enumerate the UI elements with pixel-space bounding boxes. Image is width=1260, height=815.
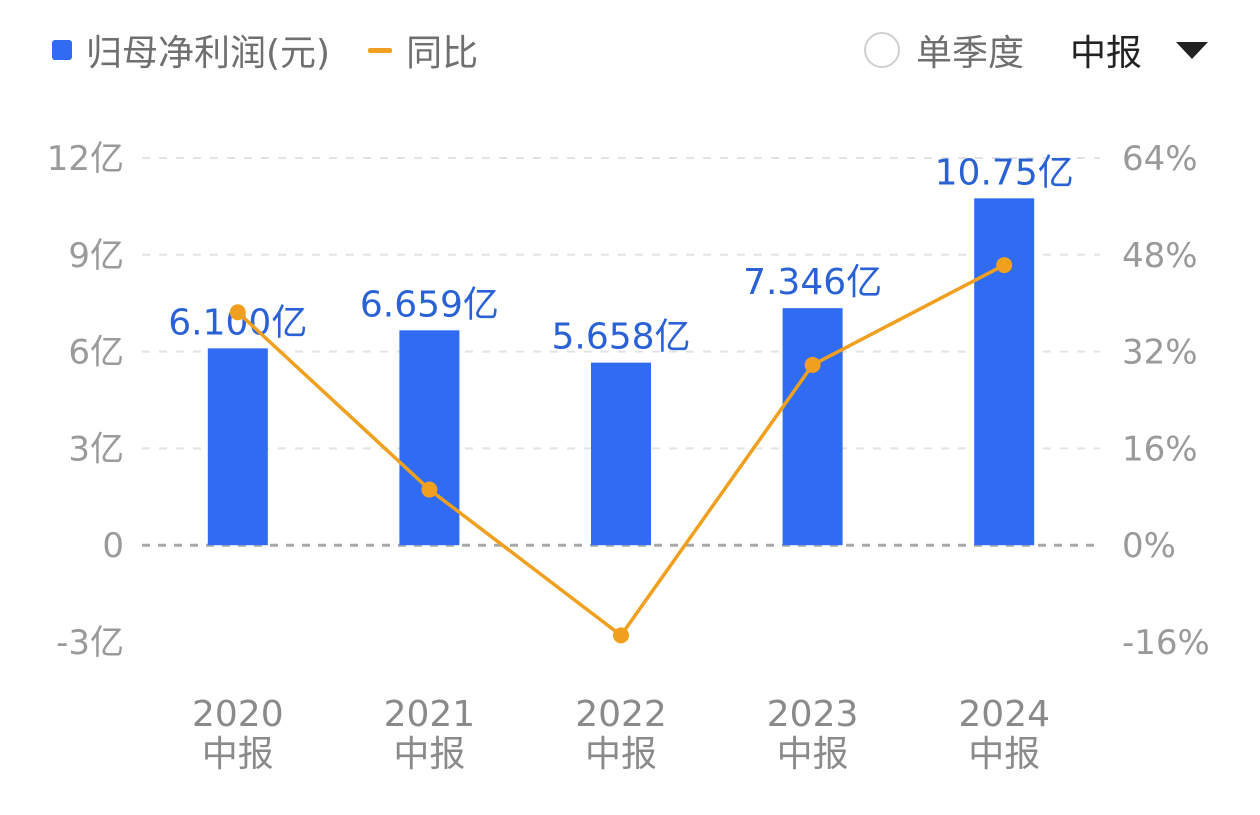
bar: [782, 308, 843, 546]
y-right-tick-label: 64%: [1122, 139, 1198, 179]
bar-data-label: 7.346亿: [743, 262, 882, 303]
single-quarter-label[interactable]: 单季度: [915, 33, 1024, 74]
bar: [399, 330, 460, 546]
y-right-tick-label: 0%: [1122, 526, 1176, 566]
x-category-label: 2024: [958, 694, 1050, 735]
yoy-point: [996, 257, 1013, 274]
y-left-tick-label: 9亿: [68, 236, 124, 276]
yoy-point: [229, 304, 246, 321]
chart-controls: 单季度 中报: [863, 22, 1208, 78]
single-quarter-radio[interactable]: [863, 32, 900, 68]
legend: 归母净利润(元) 同比: [52, 22, 516, 78]
x-category-label: 中报: [968, 734, 1040, 775]
x-category-label: 中报: [585, 734, 657, 775]
y-right-tick-label: -16%: [1122, 623, 1210, 663]
bar-data-label: 6.659亿: [360, 284, 499, 325]
y-left-tick-label: 3亿: [68, 429, 124, 469]
x-category-label: 2023: [767, 694, 859, 735]
bar-data-label: 10.75亿: [935, 152, 1074, 193]
y-left-tick-label: 0: [102, 526, 124, 566]
period-select[interactable]: 中报: [1070, 24, 1208, 76]
y-left-tick-label: 6亿: [68, 333, 124, 373]
x-category-label: 2021: [384, 694, 476, 735]
bar: [591, 362, 651, 546]
y-right-tick-label: 32%: [1122, 333, 1198, 373]
y-left-tick-label: -3亿: [56, 623, 124, 663]
x-category-label: 2022: [575, 694, 667, 735]
legend-label-net-profit: 归母净利润(元): [86, 33, 331, 74]
x-category-label: 中报: [393, 734, 465, 775]
y-right-tick-label: 48%: [1122, 236, 1198, 276]
yoy-point: [421, 481, 438, 498]
legend-swatch-line-icon: [368, 47, 393, 53]
y-right-tick-label: 16%: [1122, 429, 1198, 469]
period-select-value: 中报: [1069, 33, 1142, 74]
yoy-point: [613, 627, 629, 644]
y-left-tick-label: 12亿: [47, 139, 124, 179]
caret-down-icon: [1176, 41, 1208, 59]
legend-label-yoy: 同比: [406, 33, 479, 74]
x-category-label: 2020: [192, 694, 284, 735]
legend-item-yoy[interactable]: 同比: [368, 24, 478, 76]
x-category-label: 中报: [777, 734, 849, 775]
x-category-label: 中报: [202, 734, 274, 775]
legend-item-net-profit[interactable]: 归母净利润(元): [52, 24, 330, 76]
bar-data-label: 5.658亿: [551, 317, 690, 358]
yoy-point: [804, 356, 821, 373]
legend-swatch-bar-icon: [52, 40, 72, 60]
bar: [974, 198, 1035, 546]
bar: [207, 348, 268, 546]
